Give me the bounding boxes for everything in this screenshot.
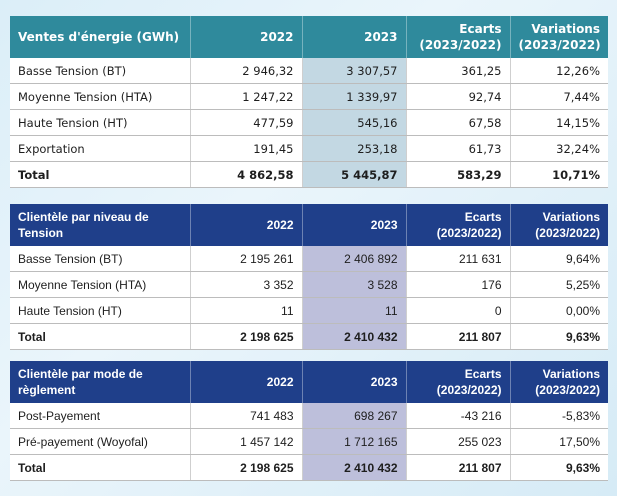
value-2023: 545,16 — [302, 109, 407, 136]
total-label: Total — [10, 161, 191, 188]
total-variation: 10,71% — [510, 161, 608, 188]
header-variations: Variations (2023/2022) — [510, 16, 608, 58]
total-2023: 2 410 432 — [302, 454, 407, 481]
value-2023: 1 712 165 — [302, 428, 407, 455]
total-2022: 4 862,58 — [190, 161, 303, 188]
row-label: Haute Tension (HT) — [10, 297, 191, 324]
total-ecart: 583,29 — [406, 161, 511, 188]
row-label: Basse Tension (BT) — [10, 246, 191, 272]
total-2022: 2 198 625 — [190, 454, 303, 481]
total-variation: 9,63% — [510, 323, 608, 350]
value-2022: 477,59 — [190, 109, 303, 136]
value-2023: 1 339,97 — [302, 83, 407, 110]
total-ecart: 211 807 — [406, 454, 511, 481]
table-row: Moyenne Tension (HTA) 1 247,22 1 339,97 … — [10, 83, 608, 110]
table-row: Post-Payement 741 483 698 267 -43 216 -5… — [10, 403, 608, 429]
header-ecarts: Ecarts (2023/2022) — [406, 361, 511, 403]
value-2023: 698 267 — [302, 403, 407, 429]
table-row: Basse Tension (BT) 2 946,32 3 307,57 361… — [10, 58, 608, 84]
value-variation: 12,26% — [510, 58, 608, 84]
header-2022: 2022 — [190, 16, 303, 58]
total-row: Total 2 198 625 2 410 432 211 807 9,63% — [10, 454, 608, 481]
header-2023: 2023 — [302, 361, 407, 403]
total-2022: 2 198 625 — [190, 323, 303, 350]
header-label: Ventes d'énergie (GWh) — [10, 16, 191, 58]
value-ecart: 67,58 — [406, 109, 511, 136]
value-variation: 9,64% — [510, 246, 608, 272]
value-ecart: 361,25 — [406, 58, 511, 84]
value-variation: 5,25% — [510, 271, 608, 298]
total-ecart: 211 807 — [406, 323, 511, 350]
value-ecart: 211 631 — [406, 246, 511, 272]
value-2023: 253,18 — [302, 135, 407, 162]
value-2022: 1 457 142 — [190, 428, 303, 455]
header-row: Ventes d'énergie (GWh) 2022 2023 Ecarts … — [10, 16, 608, 58]
value-2023: 3 307,57 — [302, 58, 407, 84]
table-row: Haute Tension (HT) 11 11 0 0,00% — [10, 297, 608, 324]
header-row: Clientèle par niveau de Tension 2022 202… — [10, 204, 608, 246]
value-ecart: 255 023 — [406, 428, 511, 455]
value-2022: 2 195 261 — [190, 246, 303, 272]
header-variations: Variations (2023/2022) — [510, 361, 608, 403]
total-variation: 9,63% — [510, 454, 608, 481]
header-2023: 2023 — [302, 16, 407, 58]
table-row: Haute Tension (HT) 477,59 545,16 67,58 1… — [10, 109, 608, 136]
value-2023: 3 528 — [302, 271, 407, 298]
header-variations: Variations (2023/2022) — [510, 204, 608, 246]
total-label: Total — [10, 323, 191, 350]
header-2023: 2023 — [302, 204, 407, 246]
table-row: Pré-payement (Woyofal) 1 457 142 1 712 1… — [10, 428, 608, 455]
total-row: Total 4 862,58 5 445,87 583,29 10,71% — [10, 161, 608, 188]
customers-by-voltage-table: Clientèle par niveau de Tension 2022 202… — [10, 204, 608, 350]
value-2023: 2 406 892 — [302, 246, 407, 272]
value-2022: 1 247,22 — [190, 83, 303, 110]
value-ecart: 92,74 — [406, 83, 511, 110]
row-label: Basse Tension (BT) — [10, 58, 191, 84]
header-2022: 2022 — [190, 361, 303, 403]
row-label: Moyenne Tension (HTA) — [10, 83, 191, 110]
value-variation: 7,44% — [510, 83, 608, 110]
total-row: Total 2 198 625 2 410 432 211 807 9,63% — [10, 323, 608, 350]
header-label: Clientèle par niveau de Tension — [10, 204, 191, 246]
total-2023: 5 445,87 — [302, 161, 407, 188]
table-row: Exportation 191,45 253,18 61,73 32,24% — [10, 135, 608, 162]
row-label: Post-Payement — [10, 403, 191, 429]
header-ecarts: Ecarts (2023/2022) — [406, 16, 511, 58]
customers-by-payment-mode-table: Clientèle par mode de règlement 2022 202… — [10, 361, 608, 481]
value-2022: 191,45 — [190, 135, 303, 162]
row-label: Haute Tension (HT) — [10, 109, 191, 136]
table-row: Moyenne Tension (HTA) 3 352 3 528 176 5,… — [10, 271, 608, 298]
header-label: Clientèle par mode de règlement — [10, 361, 191, 403]
row-label: Pré-payement (Woyofal) — [10, 428, 191, 455]
value-ecart: 61,73 — [406, 135, 511, 162]
row-label: Exportation — [10, 135, 191, 162]
total-label: Total — [10, 454, 191, 481]
table-row: Basse Tension (BT) 2 195 261 2 406 892 2… — [10, 246, 608, 272]
value-variation: 32,24% — [510, 135, 608, 162]
value-ecart: 176 — [406, 271, 511, 298]
value-variation: -5,83% — [510, 403, 608, 429]
value-2022: 11 — [190, 297, 303, 324]
value-variation: 17,50% — [510, 428, 608, 455]
value-2023: 11 — [302, 297, 407, 324]
value-variation: 14,15% — [510, 109, 608, 136]
row-label: Moyenne Tension (HTA) — [10, 271, 191, 298]
value-variation: 0,00% — [510, 297, 608, 324]
value-ecart: -43 216 — [406, 403, 511, 429]
value-2022: 2 946,32 — [190, 58, 303, 84]
energy-sales-table: Ventes d'énergie (GWh) 2022 2023 Ecarts … — [10, 16, 608, 188]
total-2023: 2 410 432 — [302, 323, 407, 350]
header-row: Clientèle par mode de règlement 2022 202… — [10, 361, 608, 403]
header-2022: 2022 — [190, 204, 303, 246]
value-ecart: 0 — [406, 297, 511, 324]
value-2022: 3 352 — [190, 271, 303, 298]
value-2022: 741 483 — [190, 403, 303, 429]
header-ecarts: Ecarts (2023/2022) — [406, 204, 511, 246]
